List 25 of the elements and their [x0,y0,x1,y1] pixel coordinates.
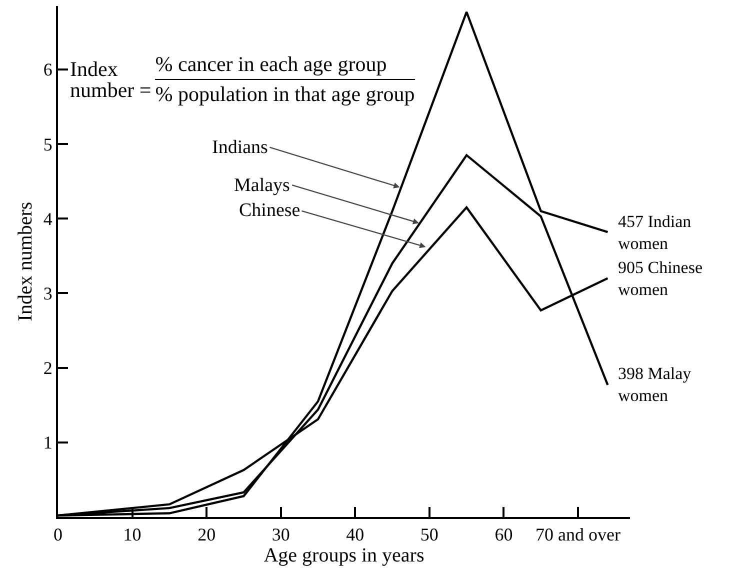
x-tick-label: 30 [272,524,290,545]
x-tick-label: 50 [420,524,438,545]
annotation: 905 Chinese women [618,258,703,300]
y-tick-label: 6 [43,60,52,80]
annotation: 457 Indian women [618,212,692,254]
annotation: Index number = [70,56,152,102]
y-tick-label: 3 [43,284,52,304]
annotation: Indians [212,137,268,158]
annotation: Chinese [239,200,300,221]
y-axis-title: Index numbers [14,202,36,322]
x-tick-label: 0 [54,524,62,545]
annotation: Malays [234,175,290,196]
annotation: % population in that age group [155,81,415,107]
x-tick-label: 40 [346,524,364,545]
y-tick-label: 4 [43,208,52,229]
x-tick-label: 60 [494,524,513,545]
y-tick-label: 1 [43,432,52,453]
x-tick-label: 10 [123,524,142,545]
annotation: 398 Malay women [618,364,692,406]
annotation: % cancer in each age group [155,52,415,80]
x-tick-label: 70 and over [536,524,620,545]
y-tick-label: 2 [43,358,52,378]
x-axis-title: Age groups in years [264,544,424,567]
x-tick-label: 20 [198,524,216,545]
y-tick-label: 5 [43,134,52,154]
